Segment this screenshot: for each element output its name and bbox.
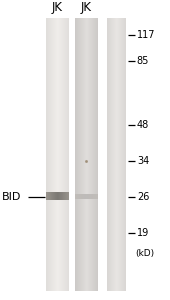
Text: JK: JK: [52, 1, 62, 14]
Text: 34: 34: [137, 155, 149, 166]
Text: 26: 26: [137, 191, 149, 202]
Text: 117: 117: [137, 29, 155, 40]
Text: 19: 19: [137, 227, 149, 238]
Text: (kD): (kD): [135, 249, 154, 258]
Text: JK: JK: [80, 1, 91, 14]
Text: 48: 48: [137, 119, 149, 130]
Text: BID: BID: [2, 191, 21, 202]
Text: 85: 85: [137, 56, 149, 67]
